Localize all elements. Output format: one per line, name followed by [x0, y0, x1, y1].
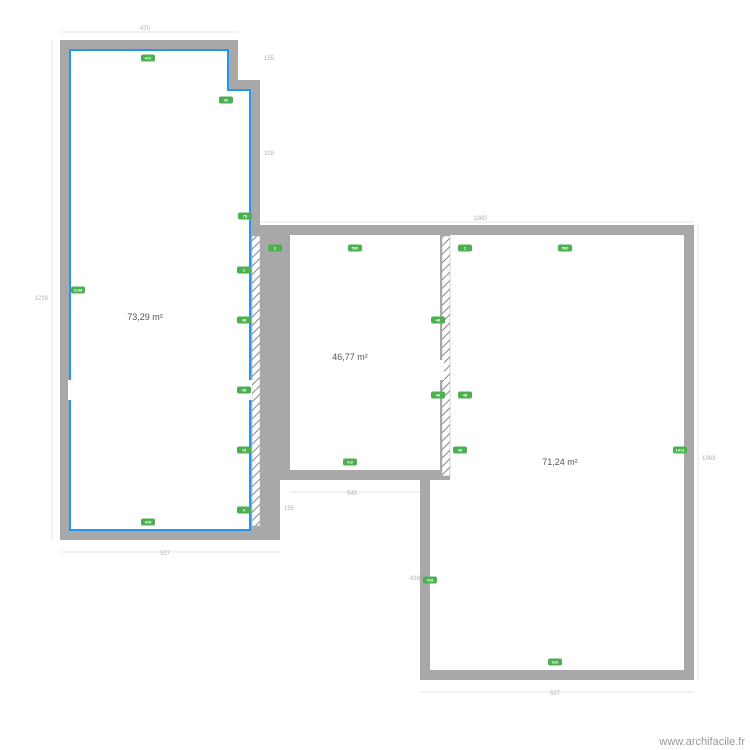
dimension-label-10: 418	[410, 576, 421, 582]
measure-badge-9: 478	[141, 519, 155, 526]
svg-text:48: 48	[458, 448, 463, 453]
partition-0	[252, 236, 260, 526]
room-interior-0	[70, 50, 250, 530]
measure-badge-1: 40	[219, 97, 233, 104]
svg-text:1012: 1012	[676, 448, 686, 453]
measure-badge-2: 78	[238, 213, 252, 220]
opening-2	[440, 360, 444, 380]
svg-text:500: 500	[562, 246, 569, 251]
measure-badge-7: 78	[237, 447, 251, 454]
measure-badge-14: 4.8	[343, 459, 357, 466]
dimension-label-0: 470	[140, 26, 151, 32]
dimension-label-2: 318	[264, 151, 275, 157]
dimension-label-6: 1216	[35, 296, 49, 302]
measure-badge-13: 48	[431, 392, 445, 399]
svg-text:48: 48	[242, 318, 247, 323]
measure-badge-11: 500	[348, 245, 362, 252]
svg-text:418: 418	[427, 578, 434, 583]
measure-badge-19: 48	[453, 447, 467, 454]
measure-badge-8: 4	[237, 507, 251, 514]
dimension-label-4: 527	[160, 551, 171, 557]
measure-badge-18: 48	[458, 392, 472, 399]
svg-text:500: 500	[352, 246, 359, 251]
svg-text:4.8: 4.8	[347, 460, 353, 465]
dimension-label-9: 155	[284, 506, 295, 512]
svg-text:40: 40	[224, 98, 229, 103]
measure-badge-17: 1012	[673, 447, 687, 454]
floor-plan-canvas: 470 155 318 1060 527 545 1216 527 1063 155 418 73,2…	[0, 0, 750, 750]
room-area-label-0: 73,29 m²	[127, 312, 163, 322]
dimension-label-1: 155	[264, 56, 275, 62]
partition-1	[442, 236, 450, 476]
svg-text:48: 48	[436, 393, 441, 398]
dimension-label-5: 545	[347, 491, 358, 497]
measure-badge-21: 620	[548, 659, 562, 666]
measure-badge-20: 418	[423, 577, 437, 584]
measure-badge-4: 2	[237, 267, 251, 274]
svg-text:620: 620	[552, 660, 559, 665]
dimension-label-7: 527	[550, 691, 561, 697]
measure-badge-5: 48	[237, 317, 251, 324]
measure-badge-16: 500	[558, 245, 572, 252]
svg-text:48: 48	[242, 388, 247, 393]
measure-badge-3: 1148	[71, 287, 85, 294]
room-interior-2	[430, 235, 684, 670]
dimension-label-8: 1063	[702, 456, 716, 462]
svg-text:78: 78	[242, 448, 247, 453]
measure-badge-10: 2	[268, 245, 282, 252]
measure-badge-6: 48	[237, 387, 251, 394]
measure-badge-0: 472	[141, 55, 155, 62]
svg-text:48: 48	[436, 318, 441, 323]
opening-0	[68, 380, 72, 400]
svg-text:48: 48	[463, 393, 468, 398]
room-area-label-1: 46,77 m²	[332, 352, 368, 362]
measure-badge-12: 48	[431, 317, 445, 324]
svg-text:472: 472	[145, 56, 152, 61]
watermark-link[interactable]: www.archifacile.fr	[658, 736, 745, 748]
svg-text:478: 478	[145, 520, 152, 525]
dimension-label-3: 1060	[473, 216, 487, 222]
measure-badge-15: 2	[458, 245, 472, 252]
svg-text:78: 78	[243, 214, 248, 219]
room-area-label-2: 71,24 m²	[542, 457, 578, 467]
svg-text:1148: 1148	[74, 288, 83, 293]
